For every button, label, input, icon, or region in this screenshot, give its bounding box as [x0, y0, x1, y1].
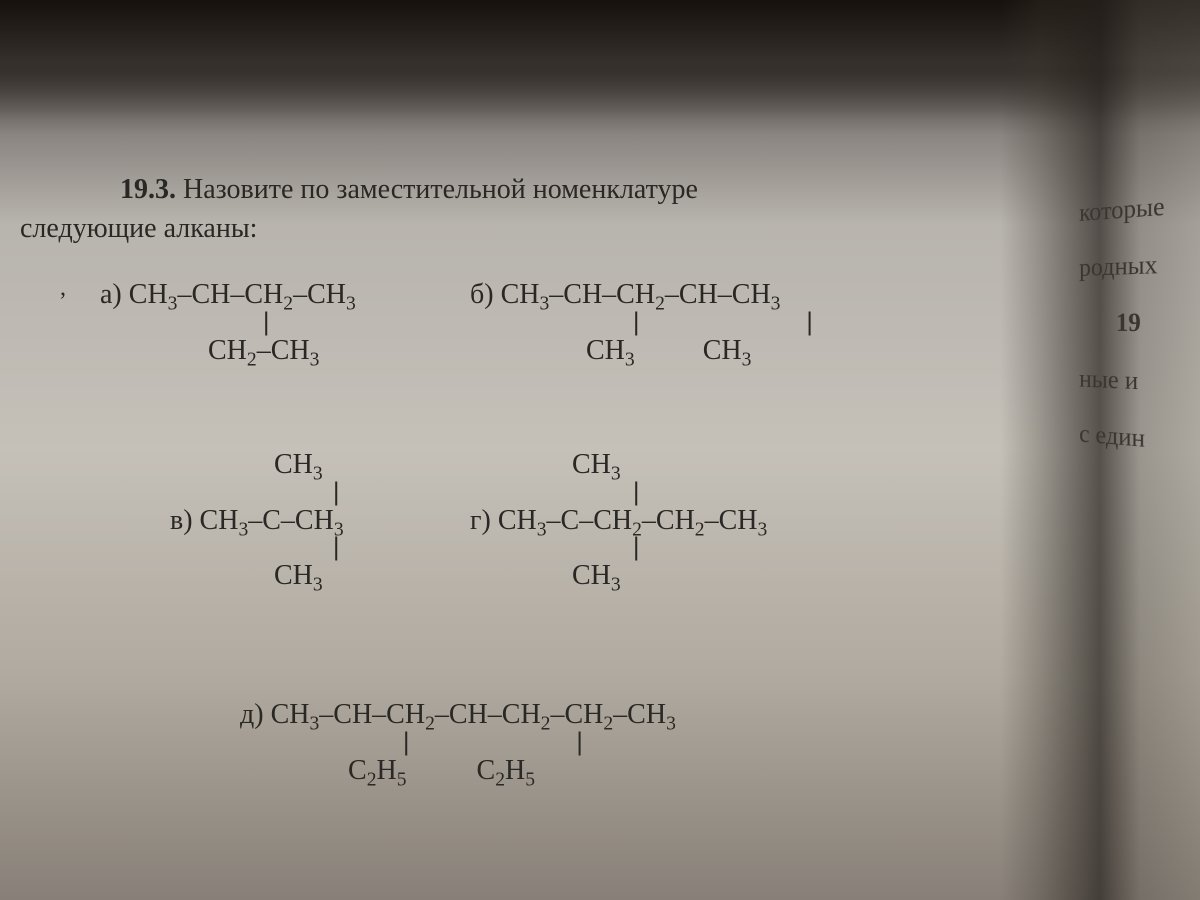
- formula-v-bottom: CH3: [170, 559, 344, 593]
- formula-a-sub: CH2–CH3: [100, 334, 356, 368]
- formula-d-main: д) CH3–CH–CH2–CH–CH2–CH2–CH3: [240, 698, 676, 732]
- right-page-fragment: которые родных 19 ные и с един: [1079, 174, 1195, 471]
- formula-d: д) CH3–CH–CH2–CH–CH2–CH2–CH3 | | C2H5C2H…: [240, 698, 676, 787]
- right-frag-4: ные и: [1079, 350, 1195, 412]
- label-v: в): [170, 504, 193, 538]
- page-content: 19.3. Назовите по заместительной номенкл…: [70, 170, 1020, 898]
- label-b: б): [470, 278, 494, 312]
- formulas-area: а) CH3–CH–CH2–CH3 | CH2–CH3 б) CH3–CH–CH…: [70, 258, 1020, 898]
- formula-v-bond-top: |: [170, 482, 344, 504]
- label-a: а): [100, 278, 122, 312]
- formula-g-bond-top: |: [470, 482, 767, 504]
- formula-d-bonds: | |: [240, 732, 676, 754]
- formula-a: а) CH3–CH–CH2–CH3 | CH2–CH3: [100, 278, 356, 367]
- label-d: д): [240, 698, 264, 732]
- question-number: 19.3.: [120, 174, 176, 205]
- right-frag-1: которые: [1079, 174, 1195, 240]
- formula-b: б) CH3–CH–CH2–CH–CH3 | | CH3CH3: [470, 278, 817, 367]
- formula-v-top: CH3: [170, 448, 344, 482]
- formula-v-main: в) CH3–C–CH3: [170, 504, 344, 538]
- question-text-1: Назовите по заместительной номенклатуре: [183, 174, 698, 205]
- formula-v-bond-bottom: |: [170, 537, 344, 559]
- question-heading: 19.3. Назовите по заместительной номенкл…: [70, 170, 1020, 248]
- stray-mark: ,: [60, 275, 66, 302]
- formula-g: CH3 | г) CH3–C–CH2–CH2–CH3 | CH3: [470, 448, 767, 592]
- right-frag-3: 19: [1079, 293, 1195, 352]
- formula-g-bottom: CH3: [470, 559, 767, 593]
- right-frag-2: родных: [1079, 234, 1195, 296]
- formula-g-top: CH3: [470, 448, 767, 482]
- question-text-2: следующие алканы:: [20, 213, 257, 244]
- formula-d-subs: C2H5C2H5: [240, 754, 676, 788]
- label-g: г): [470, 504, 491, 538]
- formula-g-main: г) CH3–C–CH2–CH2–CH3: [470, 504, 767, 538]
- formula-g-bond-bottom: |: [470, 537, 767, 559]
- formula-a-bond: |: [100, 312, 356, 334]
- right-frag-5: с един: [1079, 406, 1195, 472]
- formula-b-subs: CH3CH3: [470, 334, 817, 368]
- formula-b-main: б) CH3–CH–CH2–CH–CH3: [470, 278, 817, 312]
- formula-b-bonds: | |: [470, 312, 817, 334]
- formula-a-main: а) CH3–CH–CH2–CH3: [100, 278, 356, 312]
- formula-v: CH3 | в) CH3–C–CH3 | CH3: [170, 448, 344, 592]
